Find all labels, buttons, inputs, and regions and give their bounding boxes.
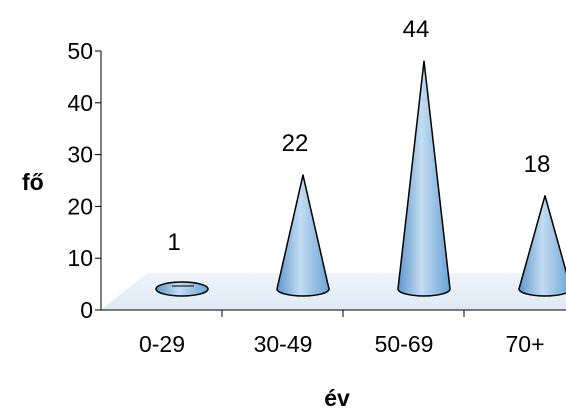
cone-body: [276, 174, 330, 297]
x-tick-label: 70+: [505, 331, 544, 357]
data-label: 44: [403, 16, 430, 43]
y-tick-label: 40: [67, 90, 93, 116]
data-label: 18: [524, 151, 551, 178]
y-tick-label: 20: [67, 193, 93, 219]
axes: [95, 50, 566, 317]
cone-body: [397, 60, 451, 297]
data-label: 1: [167, 229, 180, 256]
gridline-diagonal: [100, 220, 148, 259]
gridlines: [100, 13, 566, 259]
gridline-diagonal: [100, 117, 148, 155]
data-label: 22: [282, 130, 309, 157]
wall-edge: [100, 13, 148, 52]
y-tick-label: 50: [67, 38, 93, 64]
x-axis-title: év: [324, 385, 350, 411]
y-tick-label: 0: [80, 297, 93, 323]
cone-30-49: [276, 174, 330, 297]
cone-0-29: [155, 281, 209, 297]
cone-body: [518, 195, 566, 297]
y-tick-label: 30: [67, 142, 93, 168]
gridline-diagonal: [100, 169, 148, 207]
gridline-diagonal: [100, 65, 148, 104]
cone-50-69: [397, 60, 451, 297]
cone-base: [155, 281, 209, 297]
x-tick-label: 0-29: [139, 331, 185, 357]
x-tick-label: 30-49: [254, 331, 313, 357]
labels: 0 10 20 30 40 50 0-29 1 30-49 22 50-69 44 70+ 18: [67, 16, 550, 357]
x-tick-label: 50-69: [375, 331, 434, 357]
cones: [155, 60, 566, 297]
y-tick-label: 10: [67, 245, 93, 271]
y-axis-title: fő: [22, 169, 44, 195]
cone-70+: [518, 195, 566, 297]
